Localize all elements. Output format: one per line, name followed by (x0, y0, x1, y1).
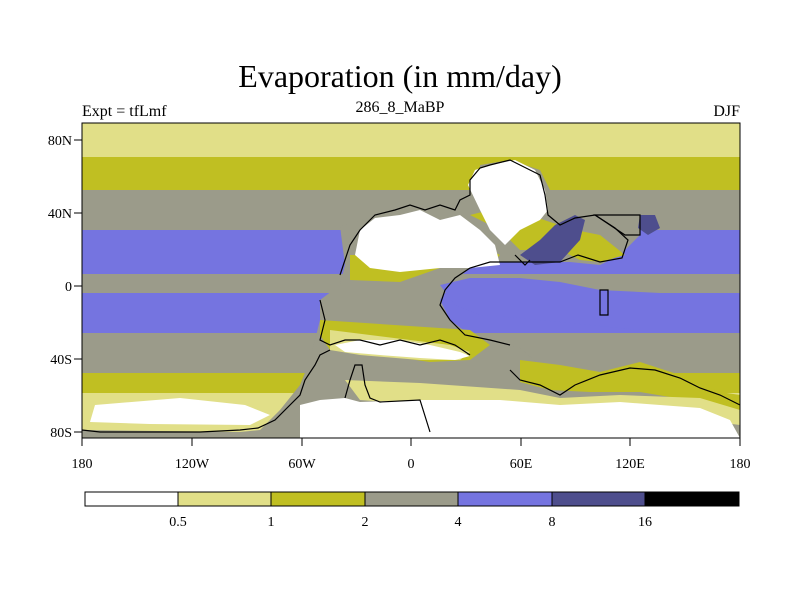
x-tick-label: 120E (615, 457, 645, 472)
colorbar-box (84, 491, 179, 507)
coastline-eurasia (339, 159, 629, 346)
coastline-australia (509, 367, 741, 406)
x-tick-label: 0 (408, 457, 415, 472)
y-tick-label: 80S (50, 426, 72, 441)
coastline-antarctica (344, 364, 431, 433)
colorbar-label: 2 (362, 515, 369, 530)
colorbar (84, 491, 740, 507)
blue-inland-equator (440, 278, 740, 332)
coastlines (81, 159, 741, 433)
colorbar-label: 8 (549, 515, 556, 530)
white-greenland (468, 160, 548, 245)
x-tick-label: 180 (72, 457, 93, 472)
colorbar-box (551, 491, 646, 507)
y-tick-label: 40N (48, 207, 72, 222)
season-label: DJF (713, 103, 740, 120)
colorbar-box (364, 491, 459, 507)
x-tick-label: 60E (510, 457, 533, 472)
map-title: Evaporation (in mm/day) (238, 58, 562, 94)
band-arctic (82, 123, 740, 157)
x-tick-label: 120W (175, 457, 210, 472)
white-antarctica (300, 398, 740, 438)
colorbar-label: 16 (638, 515, 652, 530)
coastline-japan (599, 289, 609, 316)
colorbar-label: 1 (268, 515, 275, 530)
x-tick-label: 60W (288, 457, 316, 472)
dark-blue-patch-asia (520, 215, 585, 265)
band-north-mid (82, 157, 740, 192)
coastline-africa (319, 299, 471, 356)
colorbar-box (644, 491, 740, 507)
colorbar-box (457, 491, 553, 507)
evaporation-field (82, 123, 740, 438)
axis-ticks (74, 139, 741, 446)
y-tick-label: 0 (65, 280, 72, 295)
dark-blue-patch-east (638, 215, 660, 235)
colorbar-box (270, 491, 366, 507)
coastline-southeast-asia (514, 254, 531, 266)
coastline-northeast (593, 214, 641, 236)
colorbar-label: 4 (455, 515, 462, 530)
y-tick-label: 40S (50, 353, 72, 368)
x-tick-label: 180 (730, 457, 751, 472)
white-patch-south-pacific (90, 398, 270, 425)
experiment-label: Expt = tfLmf (82, 103, 167, 120)
coastline-south-america (81, 349, 331, 433)
colorbar-box (177, 491, 272, 507)
period-label: 286_8_MaBP (355, 99, 445, 116)
white-north-america (355, 210, 500, 272)
y-tick-label: 80N (48, 134, 72, 149)
colorbar-label: 0.5 (169, 515, 187, 530)
white-south-america (335, 340, 470, 360)
